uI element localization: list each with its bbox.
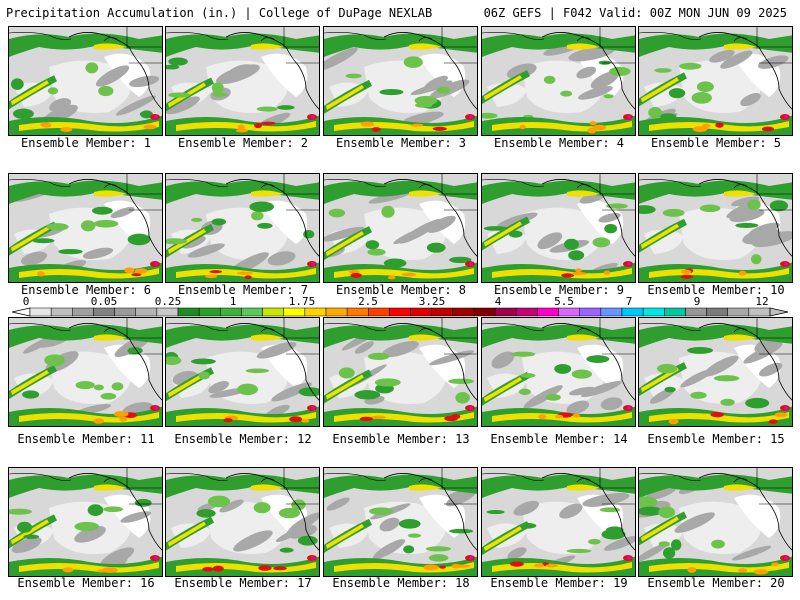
member-caption: Ensemble Member: 16 (17, 576, 155, 590)
scale-swatch (748, 307, 771, 317)
scale-swatch (50, 307, 73, 317)
scale-label: 7 (626, 296, 633, 308)
scale-label: 1.75 (289, 296, 316, 308)
scale-swatch (114, 307, 136, 317)
scale-swatch (72, 307, 94, 317)
scale-swatch (262, 307, 284, 317)
member-map-10 (638, 173, 793, 283)
scale-swatch (621, 307, 644, 317)
scale-swatch (431, 307, 454, 317)
member-map-20 (638, 467, 793, 577)
member-map-18 (323, 467, 478, 577)
scale-swatch (135, 307, 158, 317)
scale-swatch (452, 307, 475, 317)
member-map-17 (165, 467, 320, 577)
member-caption: Ensemble Member: 3 (335, 136, 467, 150)
scale-label: 9 (694, 296, 701, 308)
scale-swatch (346, 307, 369, 317)
member-map-12 (165, 317, 320, 427)
member-map-16 (8, 467, 163, 577)
member-caption: Ensemble Member: 6 (20, 283, 152, 297)
member-caption: Ensemble Member: 2 (177, 136, 309, 150)
scale-swatch (29, 307, 52, 317)
member-caption: Ensemble Member: 9 (493, 283, 625, 297)
header-run-info: 06Z GEFS | F042 Valid: 00Z MON JUN 09 20… (483, 6, 787, 20)
member-caption: Ensemble Member: 4 (493, 136, 625, 150)
member-map-1 (8, 26, 163, 136)
scale-swatch (727, 307, 750, 317)
member-map-3 (323, 26, 478, 136)
scale-label: 4 (495, 296, 502, 308)
scale-swatch (642, 307, 665, 317)
member-caption: Ensemble Member: 11 (17, 432, 155, 446)
scale-swatch (600, 307, 623, 317)
scale-label: 2.5 (358, 296, 378, 308)
scale-swatch (220, 307, 242, 317)
scale-swatch (283, 307, 306, 317)
scale-swatch (664, 307, 686, 317)
scale-swatch (706, 307, 728, 317)
member-caption: Ensemble Member: 8 (335, 283, 467, 297)
scale-swatch (325, 307, 348, 317)
scale-arrow-right (769, 307, 789, 317)
color-scale-bar: 0 0.05 0.25 1 1.75 2.5 3.25 4 5.5 7 9 12 (11, 296, 789, 317)
member-caption: Ensemble Member: 14 (490, 432, 628, 446)
member-map-11 (8, 317, 163, 427)
member-map-6 (8, 173, 163, 283)
member-caption: Ensemble Member: 10 (647, 283, 785, 297)
member-caption: Ensemble Member: 5 (650, 136, 782, 150)
scale-arrow-left (11, 307, 31, 317)
member-map-8 (323, 173, 478, 283)
member-map-9 (481, 173, 636, 283)
member-map-2 (165, 26, 320, 136)
scale-swatch (198, 307, 221, 317)
scale-label: 0.05 (91, 296, 118, 308)
member-caption: Ensemble Member: 20 (647, 576, 785, 590)
scale-swatch (410, 307, 432, 317)
scale-swatch (579, 307, 602, 317)
scale-label: 3.25 (419, 296, 446, 308)
member-map-14 (481, 317, 636, 427)
scale-swatch (304, 307, 327, 317)
member-map-7 (165, 173, 320, 283)
scale-label: 12 (755, 296, 768, 308)
member-caption: Ensemble Member: 19 (490, 576, 628, 590)
scale-swatch (685, 307, 707, 317)
scale-label: 0.25 (155, 296, 182, 308)
member-caption: Ensemble Member: 7 (177, 283, 309, 297)
scale-swatch (241, 307, 263, 317)
scale-label: 0 (23, 296, 30, 308)
scale-swatch (93, 307, 115, 317)
scale-label: 1 (230, 296, 237, 308)
member-map-19 (481, 467, 636, 577)
member-caption: Ensemble Member: 13 (332, 432, 470, 446)
member-map-13 (323, 317, 478, 427)
member-map-15 (638, 317, 793, 427)
member-caption: Ensemble Member: 1 (20, 136, 152, 150)
member-caption: Ensemble Member: 17 (174, 576, 312, 590)
scale-swatch (177, 307, 200, 317)
header-title: Precipitation Accumulation (in.) | Colle… (6, 6, 433, 20)
scale-swatch (558, 307, 580, 317)
scale-swatch (494, 307, 517, 317)
scale-swatch (516, 307, 538, 317)
scale-swatch (156, 307, 179, 317)
member-caption: Ensemble Member: 15 (647, 432, 785, 446)
scale-swatch (473, 307, 496, 317)
scale-swatch (368, 307, 390, 317)
member-map-5 (638, 26, 793, 136)
member-caption: Ensemble Member: 18 (332, 576, 470, 590)
scale-label: 5.5 (554, 296, 574, 308)
scale-swatch (389, 307, 411, 317)
member-caption: Ensemble Member: 12 (174, 432, 312, 446)
member-map-4 (481, 26, 636, 136)
scale-swatch (537, 307, 559, 317)
